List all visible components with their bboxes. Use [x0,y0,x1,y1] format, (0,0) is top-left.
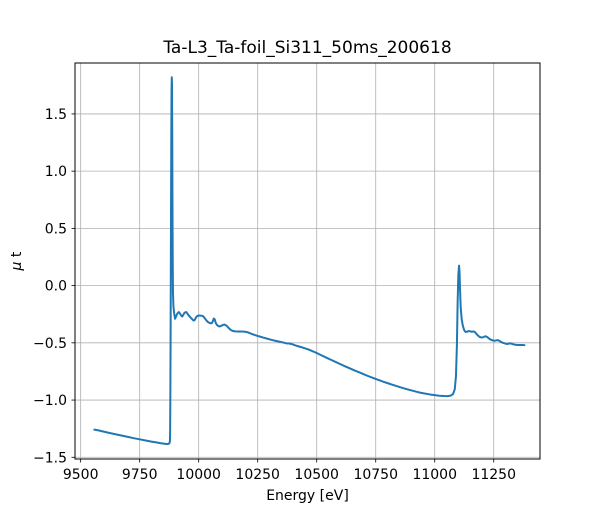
chart-title: Ta-L3_Ta-foil_Si311_50ms_200618 [162,38,451,58]
y-tick-label: 1.5 [45,107,67,123]
y-tick-label: 0.0 [45,279,67,295]
x-tick-label: 9750 [122,467,158,483]
y-axis-ticks: −1.5 −1.0 −0.5 0.0 0.5 1.0 1.5 [33,107,75,466]
data-line [93,76,526,446]
x-axis-ticks: 9500 9750 10000 10250 10500 10750 11000 11250 [63,459,516,483]
grid-lines [75,63,540,459]
y-tick-label: −0.5 [33,336,67,352]
x-axis-label: Energy [eV] [266,488,349,504]
y-tick-label: 0.5 [45,221,67,237]
y-tick-label: 1.0 [45,164,67,180]
y-axis-label: μ t [9,251,25,271]
x-tick-label: 9500 [63,467,99,483]
y-tick-label: −1.5 [33,450,67,466]
x-tick-label: 10750 [353,467,398,483]
x-tick-label: 11000 [412,467,457,483]
y-tick-label: −1.0 [33,393,67,409]
x-tick-label: 11250 [471,467,516,483]
x-tick-label: 10250 [235,467,280,483]
series-mu_t_spectrum [93,76,526,446]
x-tick-label: 10000 [176,467,221,483]
x-tick-label: 10500 [294,467,339,483]
plot-frame [74,62,541,460]
